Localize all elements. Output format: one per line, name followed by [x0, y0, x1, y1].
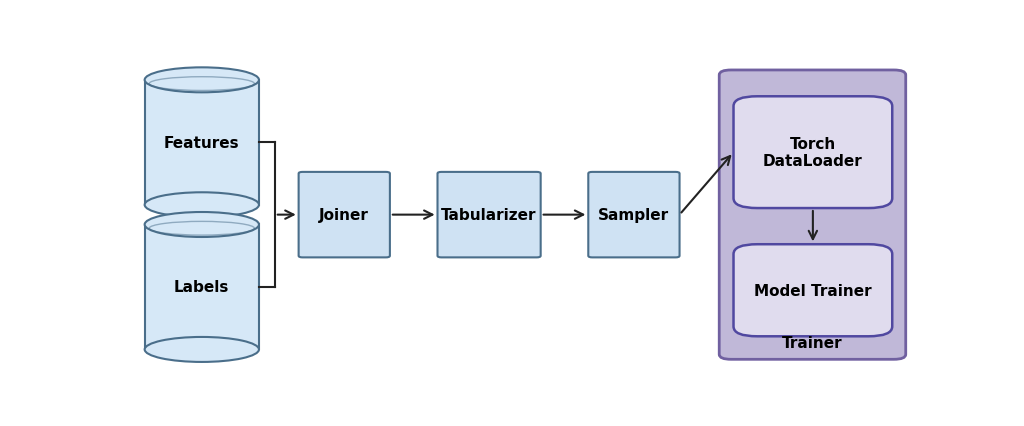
- FancyBboxPatch shape: [719, 71, 905, 360]
- Text: Model Trainer: Model Trainer: [754, 283, 871, 298]
- Ellipse shape: [144, 213, 259, 237]
- Ellipse shape: [144, 68, 259, 93]
- Text: Features: Features: [164, 135, 240, 150]
- FancyBboxPatch shape: [733, 97, 892, 209]
- Text: Torch
DataLoader: Torch DataLoader: [763, 137, 863, 169]
- FancyBboxPatch shape: [437, 173, 541, 258]
- Ellipse shape: [144, 337, 259, 362]
- Bar: [144, 225, 259, 350]
- Text: Sampler: Sampler: [598, 207, 670, 223]
- FancyBboxPatch shape: [588, 173, 680, 258]
- Text: Joiner: Joiner: [319, 207, 370, 223]
- FancyBboxPatch shape: [299, 173, 390, 258]
- Ellipse shape: [144, 193, 259, 218]
- Text: Tabularizer: Tabularizer: [441, 207, 537, 223]
- Bar: [144, 81, 259, 205]
- Text: Labels: Labels: [174, 280, 229, 295]
- FancyBboxPatch shape: [733, 245, 892, 337]
- Text: Trainer: Trainer: [782, 336, 843, 351]
